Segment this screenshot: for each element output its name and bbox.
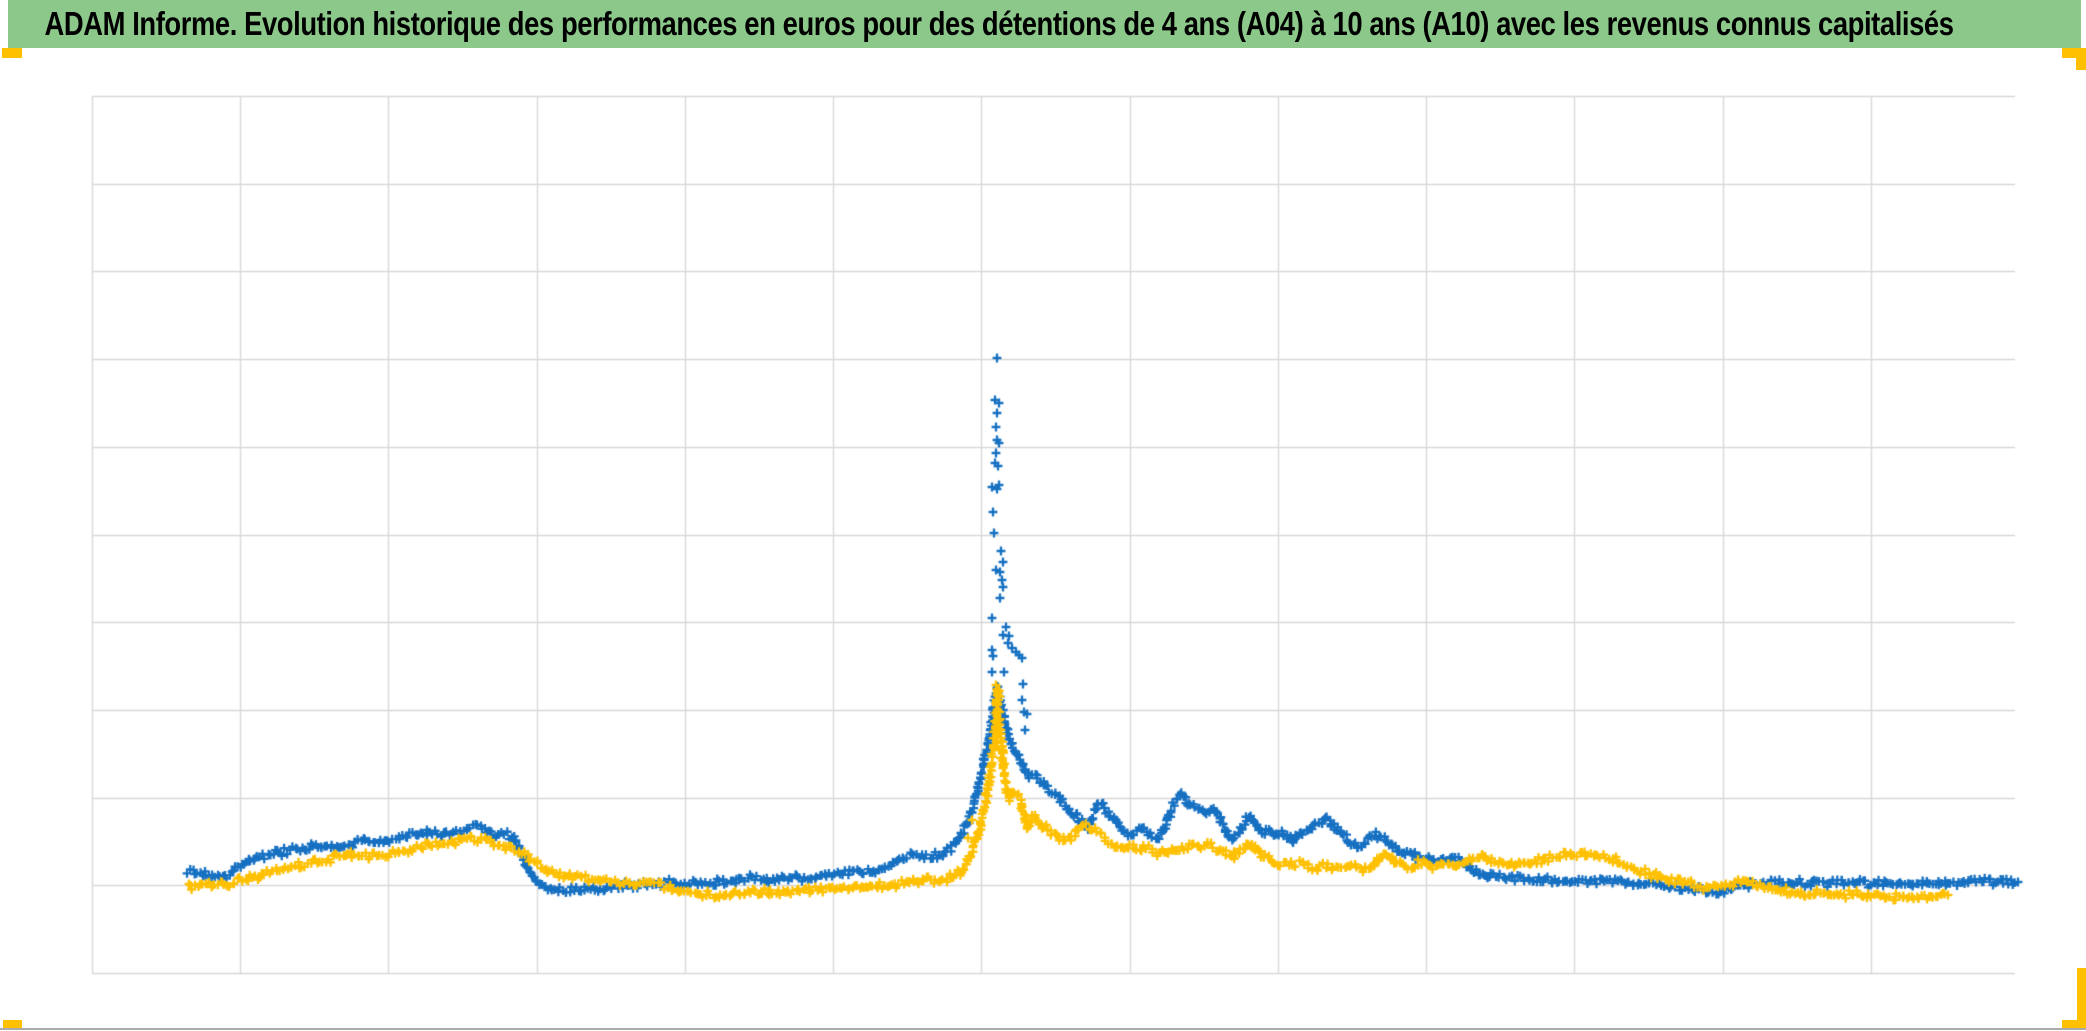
performance-scatter-chart: [0, 48, 2086, 1031]
chart-canvas: [0, 48, 2086, 1031]
title-bar: ADAM Informe. Evolution historique des p…: [8, 0, 2081, 48]
page-title: ADAM Informe. Evolution historique des p…: [44, 5, 1954, 42]
